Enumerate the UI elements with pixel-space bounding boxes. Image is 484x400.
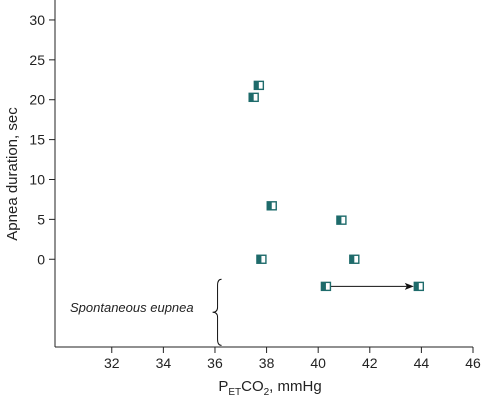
- y-tick-label: 30: [29, 12, 45, 28]
- x-axis-title: PETCO2, mmHg: [218, 378, 321, 398]
- data-point-fill: [336, 216, 342, 225]
- data-point-outline: [349, 254, 360, 264]
- data-point-fill: [256, 255, 262, 264]
- plot-area: 32 34 36 38 40 42 44 46 0 5 10 15 20 25 30: [29, 0, 481, 371]
- x-tick-label: 46: [465, 355, 481, 371]
- data-point: [256, 254, 267, 264]
- data-point-outline: [256, 254, 267, 264]
- x-ticks: 32 34 36 38 40 42 44 46: [104, 347, 481, 371]
- data-point-outline: [266, 201, 277, 211]
- data-point-outline: [248, 92, 259, 103]
- x-tick-label: 38: [259, 355, 275, 371]
- x-tick-label: 34: [156, 355, 172, 371]
- y-tick-label: 10: [29, 171, 45, 187]
- y-tick-label: 15: [29, 132, 45, 148]
- data-point-fill: [267, 201, 272, 210]
- data-point: [248, 92, 259, 103]
- data-point-fill: [249, 93, 254, 102]
- data-point-fill: [414, 282, 419, 291]
- y-tick-label: 20: [29, 92, 45, 108]
- y-tick-label: 0: [37, 251, 45, 267]
- data-point: [266, 201, 277, 211]
- data-point-outline: [336, 215, 347, 225]
- x-tick-label: 40: [310, 355, 326, 371]
- eupnea-end-point: [413, 281, 425, 292]
- data-point: [253, 80, 265, 91]
- x-tick-label: 32: [104, 355, 120, 371]
- data-point-outline: [413, 281, 425, 292]
- data-point-outline: [253, 80, 265, 91]
- x-tick-label: 42: [362, 355, 378, 371]
- x-tick-label: 36: [207, 355, 223, 371]
- data-point-fill: [349, 255, 355, 264]
- data-point-fill: [254, 81, 259, 90]
- y-tick-label: 5: [37, 211, 45, 227]
- data-point: [336, 215, 347, 225]
- eupnea-arrowhead: [404, 282, 414, 290]
- y-axis-title: Apnea duration, sec: [4, 107, 21, 241]
- data-point-fill: [321, 282, 326, 291]
- annotation-spontaneous-eupnea: Spontaneous eupnea: [70, 300, 194, 315]
- y-ticks: 0 5 10 15 20 25 30: [29, 12, 55, 267]
- y-tick-label: 25: [29, 52, 45, 68]
- eupnea-brace: [212, 278, 222, 346]
- data-point-outline: [320, 281, 332, 292]
- data-point: [349, 254, 360, 264]
- x-tick-label: 44: [414, 355, 430, 371]
- data-points: [248, 80, 360, 264]
- eupnea-start-point: [320, 281, 332, 292]
- eupnea-group: [212, 278, 425, 346]
